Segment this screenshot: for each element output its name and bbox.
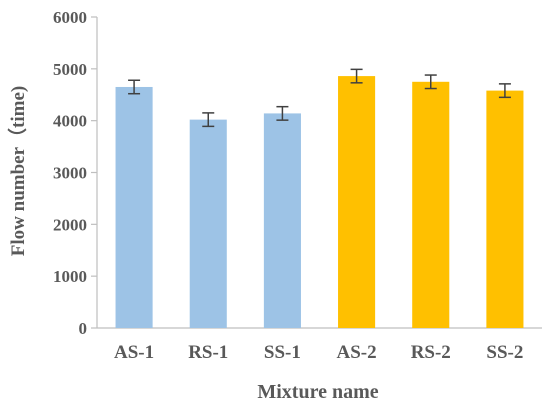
y-tick-label: 4000	[53, 112, 87, 131]
x-tick-label: SS-1	[264, 342, 301, 363]
bar-ss-1	[263, 113, 301, 328]
y-axis: 0 1000 2000 3000 4000 5000 6000	[53, 8, 98, 338]
y-tick-label: 3000	[53, 164, 87, 183]
bar-ss-2	[486, 90, 524, 328]
bar-as-2	[338, 76, 376, 328]
y-tick-label: 6000	[53, 8, 87, 27]
bar-as-1	[115, 86, 153, 328]
x-tick-label: AS-2	[337, 342, 377, 363]
x-tick-label: RS-2	[411, 342, 451, 363]
error-bars	[128, 68, 511, 128]
y-tick-label: 2000	[53, 215, 87, 234]
x-tick-label: AS-1	[114, 342, 154, 363]
x-axis-title: Mixture name	[257, 381, 378, 403]
y-tick-label: 0	[79, 319, 88, 338]
x-axis: AS-1 RS-1 SS-1 AS-2 RS-2 SS-2	[97, 327, 542, 363]
y-tick-label: 1000	[53, 267, 87, 286]
bar-rs-2	[412, 81, 450, 329]
x-tick-label: RS-1	[188, 342, 228, 363]
bars	[115, 76, 524, 329]
y-tick-label: 5000	[53, 60, 87, 79]
y-axis-title: Flow number（time)	[6, 86, 29, 256]
x-tick-label: SS-2	[486, 342, 523, 363]
bar-rs-1	[189, 119, 227, 328]
